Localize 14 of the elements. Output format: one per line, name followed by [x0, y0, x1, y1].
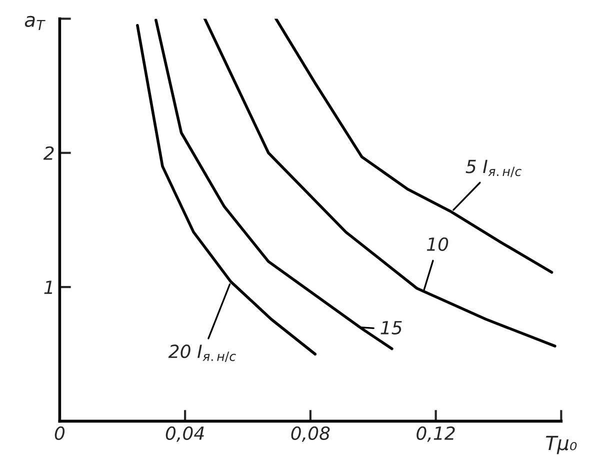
y-tick-label: 1	[44, 280, 52, 294]
annotation: 10	[426, 237, 448, 251]
annotation: 15	[380, 321, 402, 334]
line-series	[203, 18, 556, 348]
x-tick-label: 0,12	[416, 426, 455, 442]
annotation: 20 I$_{я.н/с}$	[168, 344, 236, 362]
line-series	[274, 18, 554, 274]
x-tick-label: 0,08	[291, 426, 330, 442]
annotation: 5 I$_{я.н/с}$	[466, 160, 522, 178]
y-tick-label: 2	[43, 146, 54, 160]
x-axis-title: Tμ₀	[546, 436, 577, 454]
x-tick-label: 0,04	[166, 426, 204, 442]
y-axis-title: a$_{T}$	[24, 16, 46, 30]
x-tick-label: 0	[54, 426, 65, 440]
